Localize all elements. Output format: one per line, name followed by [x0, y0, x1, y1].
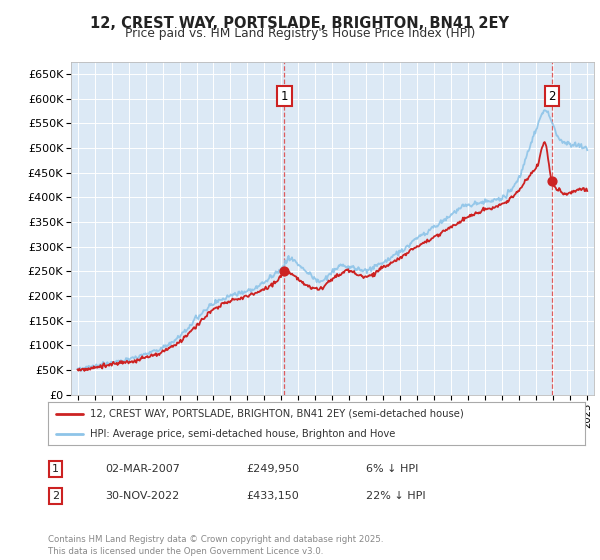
Text: 6% ↓ HPI: 6% ↓ HPI — [366, 464, 418, 474]
Text: 30-NOV-2022: 30-NOV-2022 — [105, 491, 179, 501]
Text: £433,150: £433,150 — [246, 491, 299, 501]
Text: 02-MAR-2007: 02-MAR-2007 — [105, 464, 180, 474]
Text: 22% ↓ HPI: 22% ↓ HPI — [366, 491, 425, 501]
Text: Contains HM Land Registry data © Crown copyright and database right 2025.
This d: Contains HM Land Registry data © Crown c… — [48, 535, 383, 556]
Text: 1: 1 — [281, 90, 288, 102]
Text: 12, CREST WAY, PORTSLADE, BRIGHTON, BN41 2EY: 12, CREST WAY, PORTSLADE, BRIGHTON, BN41… — [91, 16, 509, 31]
Text: HPI: Average price, semi-detached house, Brighton and Hove: HPI: Average price, semi-detached house,… — [90, 430, 395, 440]
Text: 12, CREST WAY, PORTSLADE, BRIGHTON, BN41 2EY (semi-detached house): 12, CREST WAY, PORTSLADE, BRIGHTON, BN41… — [90, 409, 464, 419]
Point — [547, 176, 557, 185]
Text: 1: 1 — [52, 464, 59, 474]
Text: 2: 2 — [548, 90, 556, 102]
Text: 2: 2 — [52, 491, 59, 501]
Text: £249,950: £249,950 — [246, 464, 299, 474]
Text: Price paid vs. HM Land Registry's House Price Index (HPI): Price paid vs. HM Land Registry's House … — [125, 27, 475, 40]
Point — [280, 267, 289, 276]
